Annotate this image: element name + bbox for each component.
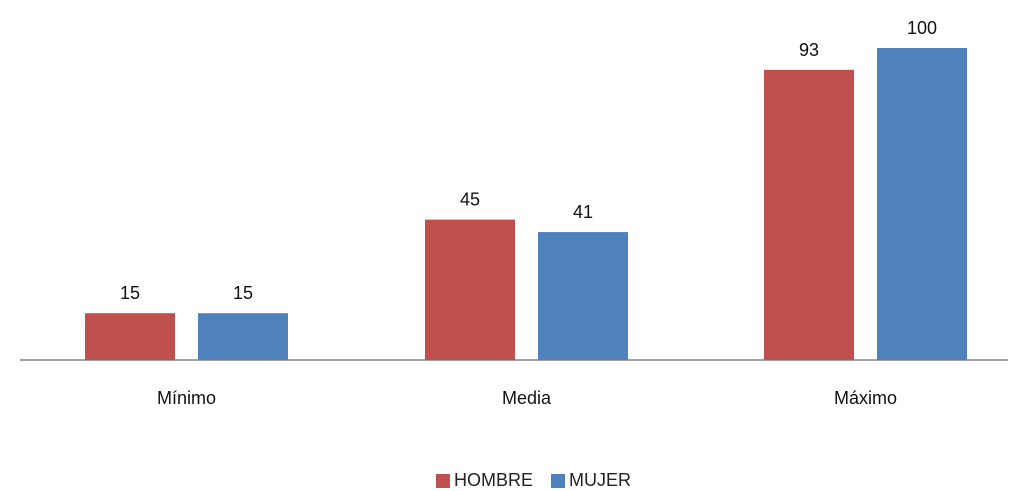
bar-mujer-2 bbox=[877, 48, 967, 360]
legend-item-mujer: MUJER bbox=[551, 470, 631, 491]
data-label-mujer-0: 15 bbox=[233, 283, 253, 303]
x-tick-label-0: Mínimo bbox=[157, 388, 216, 408]
x-tick-label-1: Media bbox=[502, 388, 552, 408]
bar-hombre-0 bbox=[85, 313, 175, 360]
bar-mujer-1 bbox=[538, 232, 628, 360]
data-label-hombre-0: 15 bbox=[120, 283, 140, 303]
data-label-mujer-2: 100 bbox=[907, 18, 937, 38]
x-tick-label-2: Máximo bbox=[834, 388, 897, 408]
bar-hombre-2 bbox=[764, 69, 854, 360]
legend-swatch-mujer bbox=[551, 473, 566, 488]
legend: HOMBRE MUJER bbox=[436, 470, 649, 491]
data-label-hombre-1: 45 bbox=[460, 190, 480, 210]
legend-swatch-hombre bbox=[436, 473, 450, 488]
bar-chart-plot: 15 15 Mínimo 45 41 Media 93 100 Máximo bbox=[20, 18, 1008, 408]
legend-label-mujer: MUJER bbox=[569, 470, 632, 490]
data-label-hombre-2: 93 bbox=[799, 40, 819, 60]
bar-mujer-0 bbox=[198, 313, 288, 360]
data-label-mujer-1: 41 bbox=[573, 202, 593, 222]
bar-hombre-1 bbox=[425, 219, 515, 360]
legend-item-hombre: HOMBRE bbox=[436, 470, 533, 491]
legend-label-hombre: HOMBRE bbox=[454, 470, 534, 490]
